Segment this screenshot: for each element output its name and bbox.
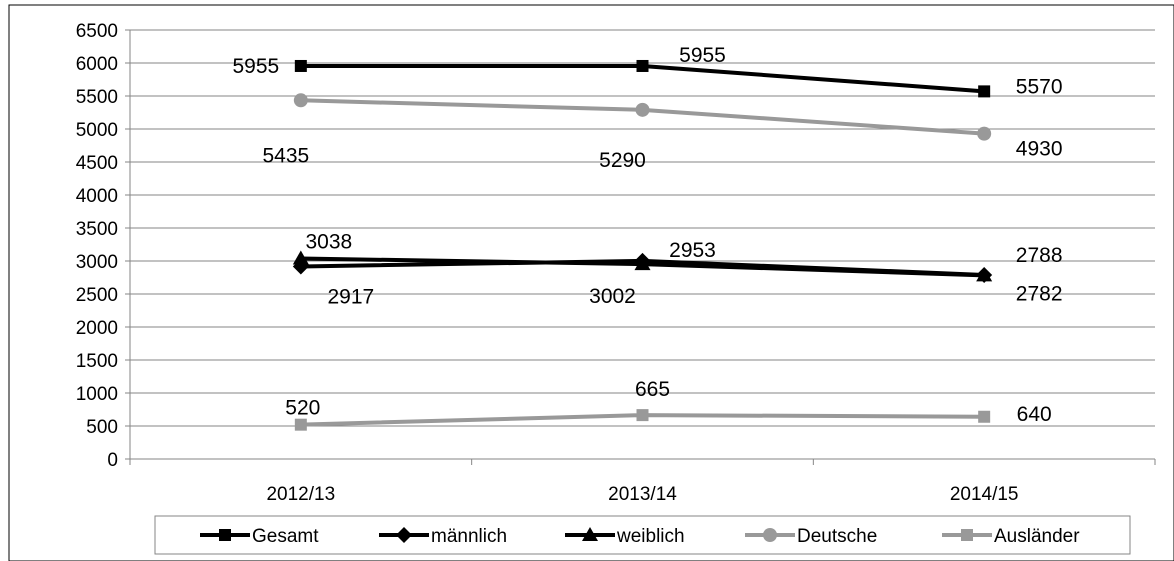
data-label-auslaender: 520 [285,397,320,420]
legend-marker-gesamt [219,529,231,541]
legend-marker-deutsche [763,528,777,542]
y-tick-label: 1500 [76,351,118,372]
y-tick-label: 4500 [76,153,118,174]
data-label-gesamt: 5955 [679,44,726,67]
data-point-weiblich [976,267,993,282]
y-tick-label: 0 [107,450,118,471]
x-tick-label: 2013/14 [608,484,677,505]
data-label-deutsche: 5290 [599,149,646,172]
y-tick-label: 6500 [76,21,118,42]
data-point-auslaender [978,410,991,423]
data-label-gesamt: 5955 [232,55,279,78]
data-label-weiblich: 3038 [305,230,352,253]
legend-label-maennlich: männlich [431,526,507,547]
y-tick-label: 1000 [76,384,118,405]
y-axis-tick-labels: 0 500 1000 1500 2000 2500 3000 3500 4000 4500 5000… [76,21,118,471]
data-label-maennlich: 3002 [589,285,636,308]
data-label-maennlich: 2788 [1016,244,1063,267]
data-point-auslaender [294,418,307,431]
data-label-weiblich: 2953 [669,239,716,262]
chart-border [8,4,1174,561]
legend: Gesamt männlich weiblich Deutsche Ausländer [154,515,1131,555]
x-tick-label: 2014/15 [950,484,1019,505]
data-label-auslaender: 665 [635,378,670,401]
y-tick-label: 5000 [76,120,118,141]
data-point-weiblich [292,250,309,265]
axes [125,29,1156,465]
y-tick-label: 6000 [76,54,118,75]
legend-label-deutsche: Deutsche [797,526,877,547]
y-tick-label: 2000 [76,318,118,339]
y-tick-label: 2500 [76,285,118,306]
x-axis-tick-labels: 2012/13 2013/14 2014/15 [266,484,1018,505]
data-label-auslaender: 640 [1017,403,1052,426]
data-point-deutsche [635,102,650,117]
data-point-gesamt [636,59,649,72]
legend-label-auslaender: Ausländer [994,526,1080,547]
y-tick-label: 5500 [76,87,118,108]
legend-marker-maennlich [396,527,412,543]
data-point-deutsche [977,126,992,141]
data-label-maennlich: 2917 [327,285,374,308]
data-label-weiblich: 2782 [1016,282,1063,305]
y-tick-label: 3500 [76,219,118,240]
data-point-auslaender [636,409,649,422]
data-point-deutsche [293,93,308,108]
series-markers [292,59,993,431]
legend-marker-weiblich [582,527,598,541]
data-point-gesamt [978,85,991,98]
data-point-gesamt [294,59,307,72]
y-tick-label: 3000 [76,252,118,273]
data-labels: 5955 5955 5570 2917 3002 2788 3038 2953 2782 5435… [232,44,1062,426]
y-tick-label: 500 [86,417,118,438]
y-tick-label: 4000 [76,186,118,207]
legend-label-weiblich: weiblich [616,526,685,547]
data-label-deutsche: 4930 [1016,138,1063,161]
data-label-gesamt: 5570 [1016,75,1063,98]
data-point-weiblich [634,256,651,271]
x-tick-label: 2012/13 [266,484,335,505]
data-label-deutsche: 5435 [262,144,309,167]
legend-marker-auslaender [961,529,973,541]
legend-label-gesamt: Gesamt [252,526,319,547]
